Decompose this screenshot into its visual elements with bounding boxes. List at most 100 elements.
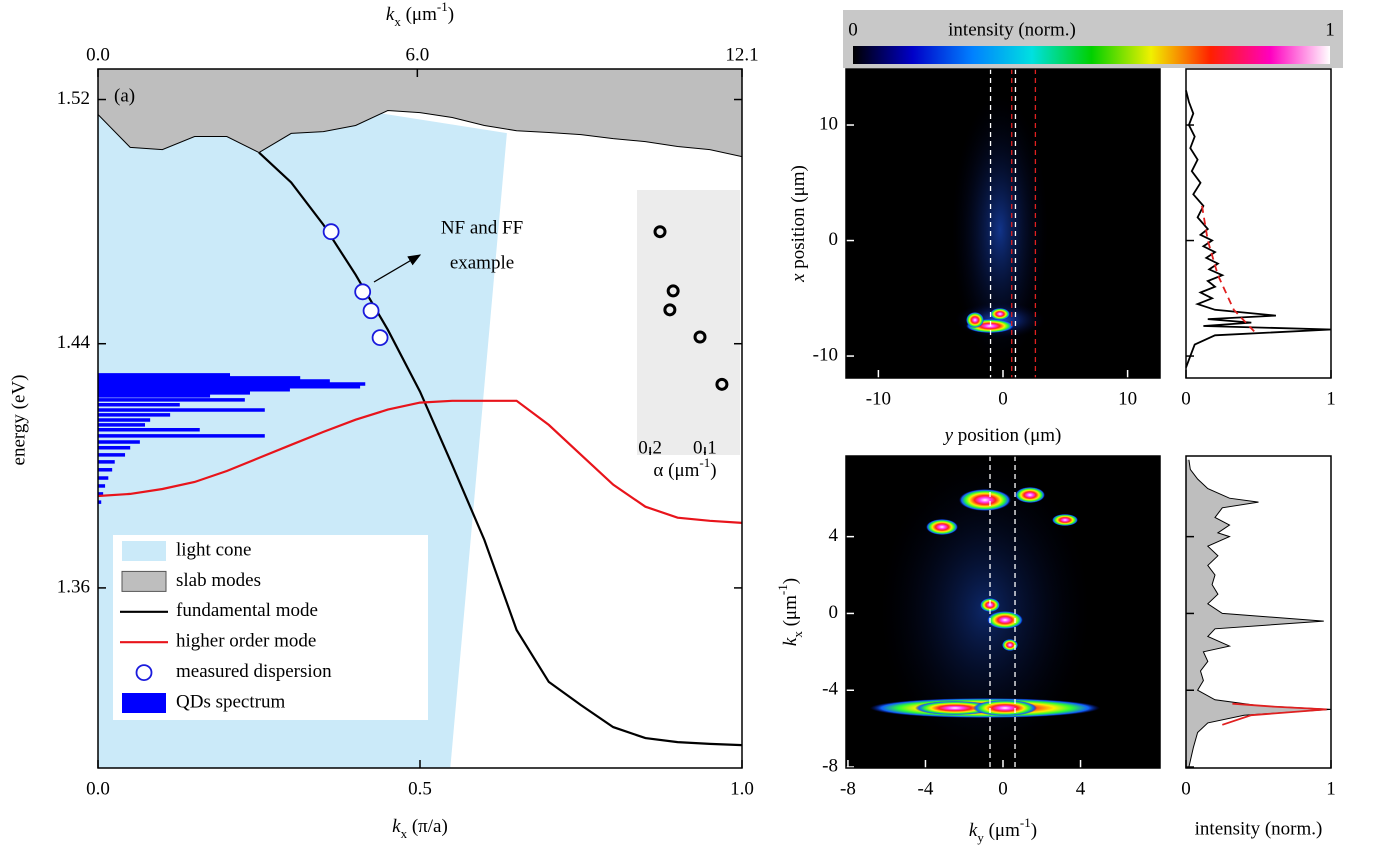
y-axis-label-part: position (μm) (788, 165, 809, 273)
plot-frame (845, 68, 1161, 379)
inset-point (653, 225, 667, 239)
annotation-part: E (1051, 459, 1063, 480)
colorbar (853, 46, 1330, 64)
x-axis-label-part: y (943, 425, 954, 446)
x-axis-label-part: (μm (984, 820, 1020, 841)
x-tick-label: 0.5 (408, 778, 432, 799)
y-axis-label-part: x (788, 273, 809, 283)
legend-label: light cone (176, 539, 251, 560)
legend-swatch (121, 570, 167, 592)
y-tick-label: 4 (829, 525, 839, 546)
plot-frame (1185, 455, 1332, 769)
measured-point (322, 223, 340, 241)
y-tick-label: 0 (829, 602, 839, 623)
inset-point (693, 330, 707, 344)
panel-label: (c) (852, 471, 873, 492)
image-b-blobs (952, 95, 1048, 365)
area (98, 69, 742, 157)
legend-label: fundamental mode (176, 600, 318, 621)
legend-label: slab modes (176, 570, 261, 591)
colorbar-title: intensity (norm.) (948, 19, 1076, 40)
inset-x-label: α (μm-1) (653, 455, 716, 481)
profile-bg (1186, 69, 1331, 378)
x-axis-label-part: ) (1031, 820, 1037, 841)
x-tick-label: 0 (998, 388, 1008, 409)
annotation: E0=1.4565eV (1051, 72, 1155, 97)
y-tick-label: -10 (813, 344, 838, 365)
x2-axis-label-part: k (386, 4, 395, 25)
inset-bg (637, 190, 740, 455)
x-tick-label: 10 (1118, 388, 1137, 409)
y-axis-label-part: ) (780, 578, 801, 584)
plot-frame (1185, 68, 1332, 379)
legend-swatch (122, 541, 166, 561)
inset-x-label-part: ) (710, 460, 716, 481)
y-tick-label: -8 (822, 755, 838, 776)
x-axis-label-part: position (μm) (953, 425, 1061, 446)
y-axis-label-part: (μm (780, 595, 801, 631)
colorbar-tick-label: 0 (848, 19, 858, 40)
y-axis-label: kx (μm-1) (775, 578, 805, 646)
x2-tick-label: 6.0 (405, 44, 429, 65)
y-axis-label-part: -1 (775, 584, 790, 595)
profile-area (1186, 459, 1331, 767)
x2-tick-label: 12.1 (725, 44, 758, 65)
legend-label: higher order mode (176, 631, 316, 652)
y-axis-label-part: x (790, 631, 805, 638)
x-tick-label: 0 (1181, 778, 1191, 799)
x-tick-label: 0.0 (86, 778, 110, 799)
inset-point (663, 303, 677, 317)
legend-swatch (135, 664, 153, 681)
panel-label: (b) (852, 84, 874, 105)
annotation: E0=1.4565eV (1051, 459, 1155, 484)
mode-line (98, 399, 742, 524)
x-axis-label: y position (μm) (943, 425, 1062, 446)
x-tick-label: 0 (1181, 388, 1191, 409)
y-tick-label: -4 (822, 679, 838, 700)
legend-box (113, 535, 428, 720)
x-tick-label: -4 (918, 778, 934, 799)
legend-swatch (122, 693, 166, 713)
x-axis-label: ky (μm-1) (969, 815, 1037, 845)
annotation-part: 0 (1062, 469, 1069, 484)
plot-frame (845, 455, 1161, 769)
x2-axis-label-part: -1 (437, 0, 448, 14)
measured-point (354, 283, 372, 301)
x-axis-label-part: x (401, 826, 408, 841)
x-tick-label: 1 (1326, 388, 1336, 409)
x2-axis-label-part: x (394, 14, 401, 29)
inset-x-label-part: α (μm (653, 460, 699, 481)
measured-point (371, 329, 389, 347)
x2-axis-label-part: ) (448, 4, 454, 25)
x-tick-label: 4 (1076, 778, 1086, 799)
y-tick-label: 1.44 (57, 332, 91, 353)
legend-label: measured dispersion (176, 661, 332, 682)
annotation: example (450, 252, 514, 273)
x-tick-label: 1.0 (730, 778, 754, 799)
inset-x-label-part: -1 (699, 455, 710, 470)
x-axis-label-part: -1 (1020, 815, 1031, 830)
x-axis-label-part: k (392, 816, 401, 837)
y-axis-label-part: k (780, 637, 801, 646)
measured-point (362, 302, 380, 320)
annotation-part: =1.4565eV (1069, 459, 1154, 480)
x-tick-label: 0 (998, 778, 1008, 799)
annotation-part: E (1051, 72, 1063, 93)
image-c-blobs (870, 460, 1100, 760)
y-axis-label: energy (eV) (8, 375, 29, 466)
x-tick-label: 0.1 (693, 437, 717, 458)
panel-label: (a) (114, 85, 135, 106)
mode-line (258, 151, 742, 747)
annotation: NF and FF (441, 217, 523, 238)
annotation-part: 0 (1062, 82, 1069, 97)
x-tick-label: -8 (840, 778, 856, 799)
x-axis-label-part: (π/a) (407, 816, 448, 837)
inset-point (715, 377, 729, 391)
area-edge (98, 109, 742, 158)
y-tick-label: 1.52 (57, 88, 90, 109)
x-tick-label: 0.2 (638, 437, 662, 458)
annotation-arrow (373, 254, 422, 283)
x-tick-label: 1 (1326, 778, 1336, 799)
y-tick-label: 10 (819, 113, 838, 134)
